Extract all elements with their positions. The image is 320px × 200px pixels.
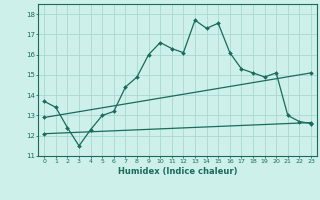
X-axis label: Humidex (Indice chaleur): Humidex (Indice chaleur): [118, 167, 237, 176]
